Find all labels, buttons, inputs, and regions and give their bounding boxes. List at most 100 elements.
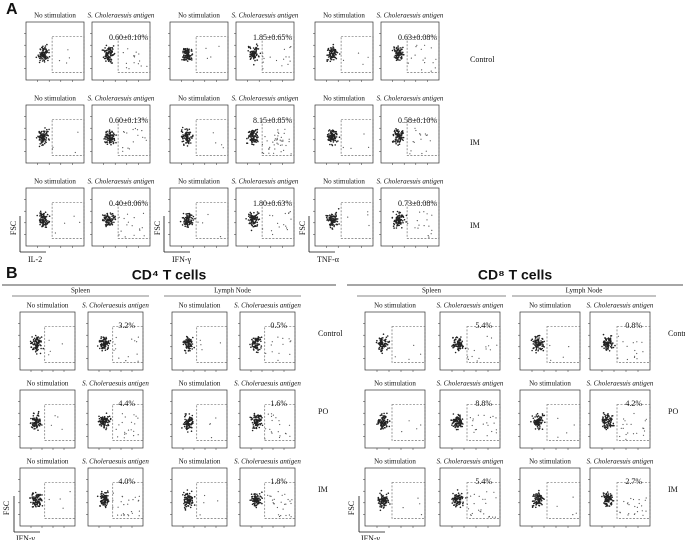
event-dot <box>111 51 113 53</box>
gate <box>196 404 228 441</box>
event-dot <box>332 130 335 132</box>
plot-frame <box>87 311 144 371</box>
event-dot <box>191 222 194 224</box>
percentage: 0.58±0.10% <box>398 116 437 125</box>
event-dot <box>397 130 399 133</box>
event-dot <box>109 53 111 55</box>
event-dot <box>106 58 109 60</box>
event-dot <box>188 219 190 221</box>
event-dot <box>458 414 460 417</box>
event-dot <box>255 138 257 141</box>
event-dot <box>246 142 248 144</box>
event-dot <box>222 147 224 149</box>
event-dot <box>538 417 540 420</box>
event-dot <box>253 63 255 66</box>
event-dot <box>184 423 186 426</box>
event-dot <box>331 227 334 229</box>
event-dot <box>105 51 108 54</box>
event-dot <box>288 514 290 516</box>
event-dot <box>602 341 605 344</box>
event-dot <box>101 417 103 420</box>
event-dot <box>113 216 116 219</box>
event-dot <box>256 136 258 138</box>
event-dot <box>385 343 388 345</box>
dot-plot <box>588 389 651 450</box>
event-dot <box>602 425 604 428</box>
event-dot <box>245 218 247 220</box>
event-dot <box>190 217 193 219</box>
event-dot <box>395 55 398 58</box>
event-dot <box>45 52 48 54</box>
event-dot <box>187 498 189 501</box>
event-dot <box>249 216 251 219</box>
dot-plot <box>234 104 295 165</box>
event-dot <box>38 57 41 59</box>
event-dot <box>43 220 45 223</box>
event-dot <box>330 47 333 49</box>
event-dot <box>131 225 133 227</box>
event-dot <box>277 143 279 145</box>
event-dot <box>191 348 193 350</box>
event-dot <box>452 337 454 339</box>
event-dot <box>367 56 369 58</box>
event-dot <box>258 218 261 220</box>
event-dot <box>124 433 126 435</box>
event-dot <box>380 424 382 426</box>
event-dot <box>105 138 107 141</box>
event-dot <box>333 224 336 227</box>
event-dot <box>334 51 337 53</box>
event-dot <box>396 210 399 213</box>
event-dot <box>186 336 189 338</box>
event-dot <box>532 347 535 350</box>
event-dot <box>114 218 117 221</box>
event-dot <box>110 138 112 141</box>
event-dot <box>123 514 125 517</box>
event-dot <box>467 358 469 360</box>
event-dot <box>31 496 34 498</box>
event-dot <box>40 134 42 137</box>
event-dot <box>495 429 497 431</box>
event-dot <box>73 215 75 217</box>
event-dot <box>609 425 611 427</box>
event-dot <box>101 492 103 495</box>
event-dot <box>188 492 191 495</box>
event-dot <box>330 52 333 55</box>
event-dot <box>252 50 255 52</box>
event-dot <box>486 335 488 337</box>
event-dot <box>254 59 256 62</box>
event-dot <box>249 46 251 48</box>
event-dot <box>386 335 389 337</box>
event-dot <box>45 57 47 60</box>
event-dot <box>44 141 47 143</box>
event-dot <box>43 61 46 63</box>
event-dot <box>457 348 460 350</box>
event-dot <box>108 136 111 138</box>
plot-frame <box>91 187 151 247</box>
event-dot <box>282 140 284 142</box>
event-dot <box>41 54 43 57</box>
event-dot <box>109 47 112 49</box>
event-dot <box>458 498 461 501</box>
event-dot <box>254 342 256 345</box>
event-dot <box>187 215 190 217</box>
event-dot <box>379 505 381 508</box>
event-dot <box>399 49 402 52</box>
event-dot <box>37 429 39 432</box>
event-dot <box>277 359 279 361</box>
event-dot <box>477 414 479 416</box>
event-dot <box>182 134 184 136</box>
event-dot <box>252 221 255 224</box>
event-dot <box>387 347 389 350</box>
event-dot <box>424 62 426 64</box>
event-dot <box>188 48 190 50</box>
event-dot <box>253 53 256 55</box>
event-dot <box>542 345 545 348</box>
event-dot <box>185 413 187 415</box>
event-dot <box>603 343 605 346</box>
event-dot <box>97 420 100 423</box>
event-dot <box>328 133 330 135</box>
event-dot <box>106 503 108 505</box>
event-dot <box>188 426 191 428</box>
event-dot <box>271 432 273 434</box>
